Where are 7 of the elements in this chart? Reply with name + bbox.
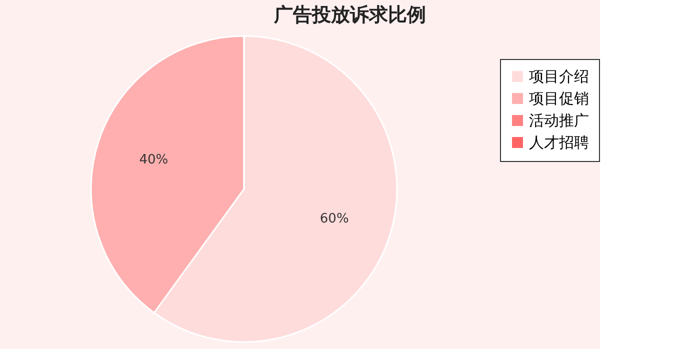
chart-title: 广告投放诉求比例 xyxy=(273,4,426,26)
legend-label: 活动推广 xyxy=(529,112,589,130)
legend-label: 项目促销 xyxy=(529,90,589,108)
data-label: 40% xyxy=(139,152,168,168)
legend-label: 人才招聘 xyxy=(529,134,589,152)
legend-label: 项目介绍 xyxy=(529,68,589,86)
data-label: 60% xyxy=(320,211,349,226)
